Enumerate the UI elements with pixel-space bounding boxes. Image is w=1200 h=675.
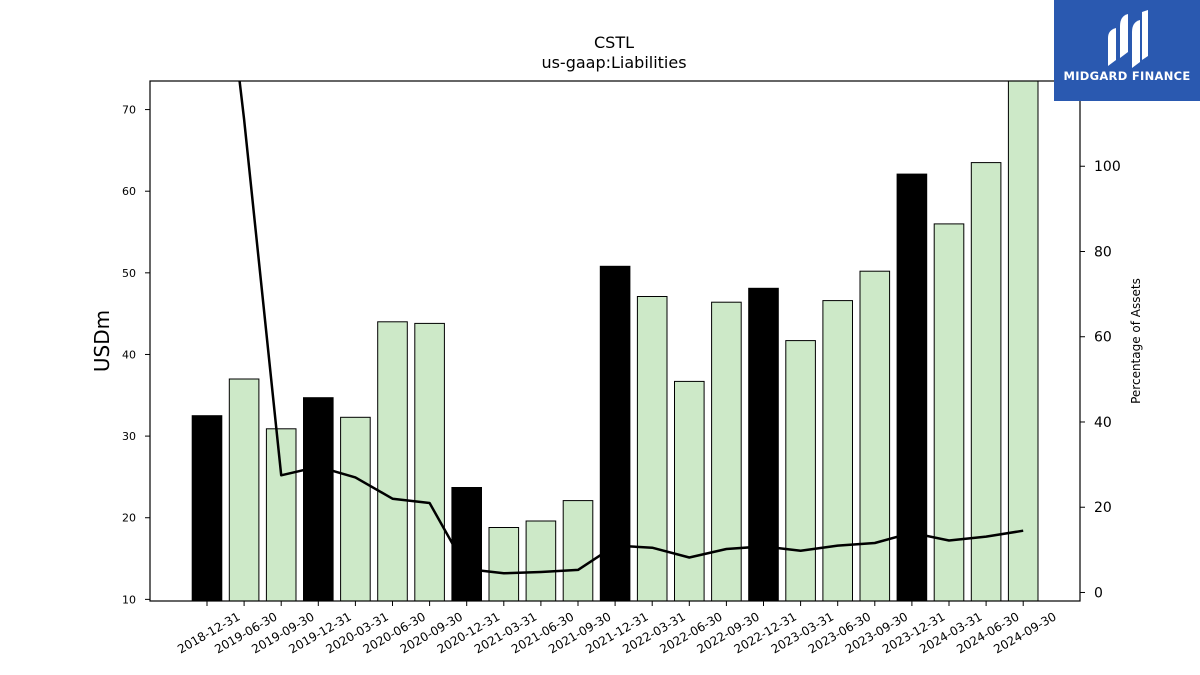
bar-2021-12-31 (599, 265, 631, 602)
y2-tick-label: 20 (1094, 500, 1112, 516)
x-axis-ticks: 2018-12-312019-06-302019-09-302019-12-31… (175, 601, 1059, 656)
bar-2022-12-31 (748, 287, 779, 602)
bar-2023-09-30 (859, 270, 891, 602)
bar-2021-03-31 (488, 527, 520, 602)
bar-series (191, 80, 1039, 602)
bar-2024-06-30 (970, 162, 1002, 602)
bar-2019-06-30 (228, 378, 260, 602)
y-tick-label: 40 (122, 348, 136, 361)
y-tick-label: 10 (122, 593, 136, 606)
y2-tick-label: 40 (1094, 415, 1112, 431)
y2-axis-label: Percentage of Assets (1129, 278, 1143, 404)
y-tick-label: 60 (122, 185, 136, 198)
chart-subtitle: us-gaap:Liabilities (541, 53, 686, 72)
y-axis-label: USDm (90, 310, 114, 372)
y-tick-label: 20 (122, 512, 136, 525)
brand-name: MIDGARD FINANCE (1063, 69, 1191, 83)
brand-logo: MIDGARD FINANCE (1054, 0, 1200, 101)
bar-2020-03-31 (340, 416, 371, 602)
bar-2021-09-30 (562, 500, 594, 602)
left-axis-ticks: 10 20 30 40 50 60 70 (122, 104, 150, 606)
bar-2018-12-31 (191, 415, 223, 602)
bar-2023-03-31 (785, 340, 816, 602)
bar-2024-09-30 (1007, 80, 1039, 602)
bar-2020-12-31 (451, 487, 482, 602)
bar-2021-06-30 (525, 520, 557, 602)
bar-2022-03-31 (636, 296, 668, 602)
percentage-line (238, 81, 1024, 575)
y2-tick-label: 60 (1094, 330, 1112, 346)
bar-2022-06-30 (674, 380, 705, 602)
y2-tick-label: 100 (1094, 159, 1121, 175)
y2-tick-label: 80 (1094, 244, 1112, 260)
right-axis-ticks: 0 20 40 60 80 100 (1080, 159, 1121, 601)
bar-2020-09-30 (414, 322, 445, 602)
y-tick-label: 50 (122, 267, 136, 280)
bar-2024-03-31 (933, 223, 965, 602)
bar-2020-06-30 (377, 321, 408, 602)
y2-tick-label: 0 (1094, 585, 1103, 601)
logo-mark-icon (1108, 10, 1148, 68)
bar-2019-09-30 (265, 428, 297, 602)
y-tick-label: 30 (122, 430, 136, 443)
bar-2023-12-31 (896, 173, 928, 602)
chart-title: CSTL (594, 33, 634, 52)
bar-2023-06-30 (822, 300, 854, 602)
bar-2022-09-30 (711, 301, 742, 602)
y-tick-label: 70 (122, 104, 136, 117)
bar-2019-12-31 (303, 397, 334, 602)
